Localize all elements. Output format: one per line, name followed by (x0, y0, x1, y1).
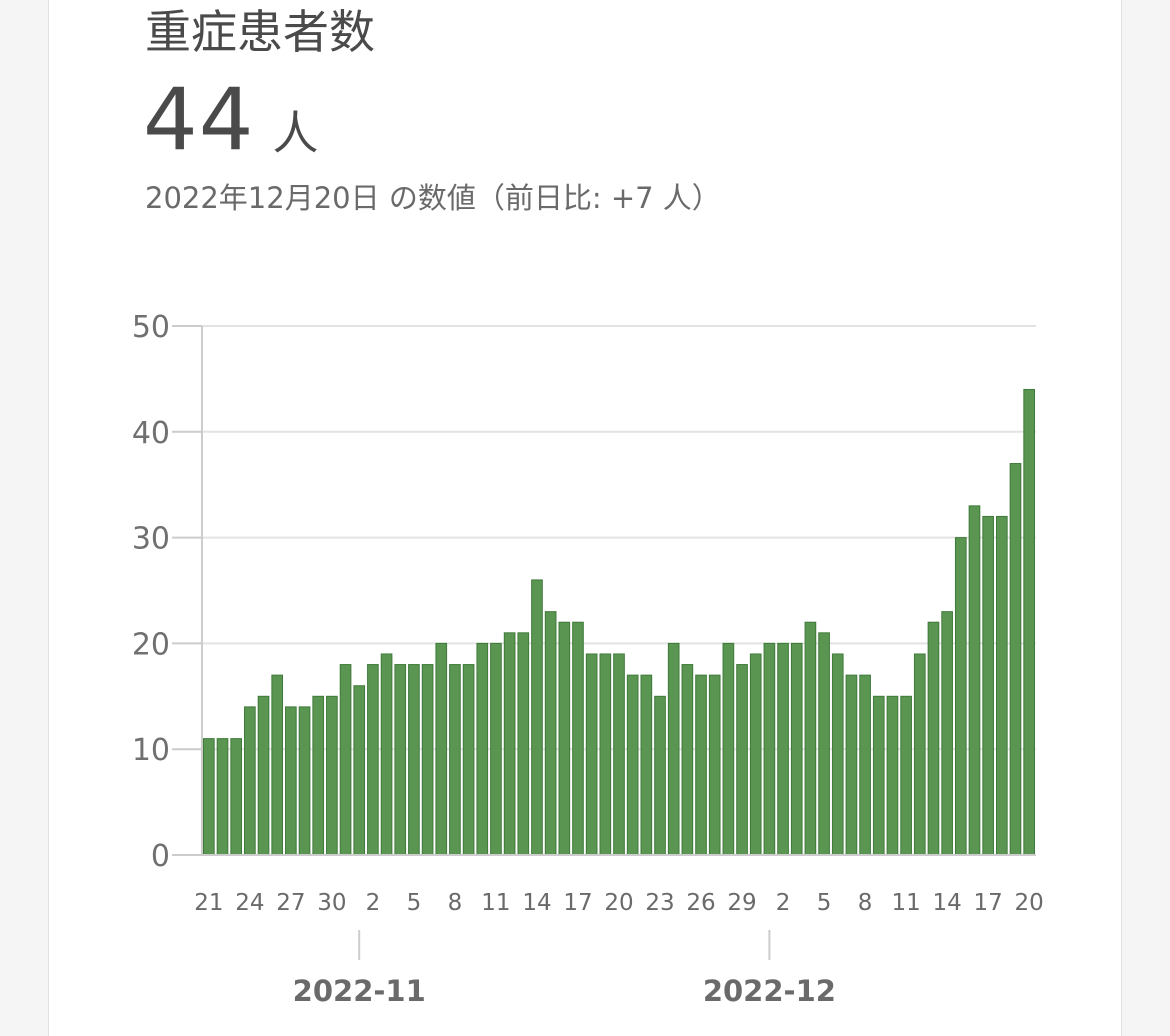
bar (708, 674, 721, 856)
y-tick-label: 30 (132, 522, 170, 557)
bar (230, 738, 243, 856)
bar (435, 642, 448, 856)
bar (667, 642, 680, 856)
bar (462, 664, 475, 856)
bar (995, 515, 1008, 856)
current-value-number: 44 (143, 70, 255, 170)
x-tick-label: 11 (891, 890, 920, 916)
bar (900, 695, 912, 856)
x-tick-label: 23 (645, 890, 674, 916)
bar (1023, 388, 1035, 856)
bar (271, 674, 284, 856)
y-tick-label: 50 (132, 310, 170, 345)
x-tick-label: 29 (727, 890, 756, 916)
x-tick-label: 2 (366, 890, 381, 916)
x-tick-label: 11 (481, 890, 510, 916)
x-tick-label: 8 (858, 890, 873, 916)
bar (216, 738, 229, 856)
y-tick-label: 10 (132, 733, 170, 768)
bar (544, 611, 557, 856)
month-label: 2022-11 (293, 974, 426, 1008)
bar (326, 695, 338, 856)
x-tick-label: 17 (563, 890, 592, 916)
bar (777, 642, 789, 856)
bar (941, 611, 953, 856)
bar (353, 685, 366, 856)
bar (968, 505, 981, 856)
bar (244, 706, 256, 856)
x-tick-label: 14 (932, 890, 961, 916)
bar (558, 621, 571, 856)
bar (859, 674, 871, 856)
x-tick-label: 17 (974, 890, 1003, 916)
bar (681, 664, 694, 856)
bar (1009, 463, 1022, 856)
y-tick-label: 0 (151, 839, 170, 874)
bar (654, 695, 666, 856)
bar (408, 664, 420, 856)
bar (339, 664, 352, 856)
bar (913, 653, 926, 856)
value-date-subtitle: 2022年12月20日 の数値（前日比: +7 人） (145, 181, 721, 215)
bar (763, 642, 776, 856)
bar (613, 653, 625, 856)
bar (380, 653, 393, 856)
bar (804, 621, 817, 856)
bar (572, 621, 584, 856)
chart-card (48, 0, 1122, 1036)
bar (394, 664, 407, 856)
bar (790, 642, 803, 856)
bar (585, 653, 598, 856)
bar (203, 738, 215, 856)
bar (954, 537, 967, 856)
bar (845, 674, 858, 856)
current-value-unit: 人 (272, 106, 319, 160)
x-tick-label: 26 (686, 890, 715, 916)
bar (285, 706, 297, 856)
bar (831, 653, 844, 856)
bar (531, 579, 543, 856)
bar (722, 642, 735, 856)
x-tick-label: 24 (235, 890, 264, 916)
bar (421, 664, 434, 856)
bar (626, 674, 639, 856)
x-tick-label: 21 (194, 890, 223, 916)
bar (736, 664, 748, 856)
x-tick-label: 20 (1015, 890, 1044, 916)
current-value: 44 人 (143, 72, 318, 168)
x-tick-label: 2 (776, 890, 791, 916)
bar (490, 642, 502, 856)
bar (449, 664, 461, 856)
y-tick-label: 40 (132, 416, 170, 451)
x-tick-label: 27 (276, 890, 305, 916)
bar (476, 642, 489, 856)
bar (640, 674, 653, 856)
y-tick-label: 20 (132, 627, 170, 662)
bar (257, 695, 270, 856)
bar (517, 632, 530, 856)
bar (749, 653, 762, 856)
bar (982, 515, 994, 856)
page-title: 重症患者数 (145, 5, 375, 59)
x-tick-label: 30 (317, 890, 346, 916)
bar (695, 674, 707, 856)
bar (927, 621, 940, 856)
x-tick-label: 8 (448, 890, 463, 916)
x-tick-label: 5 (817, 890, 832, 916)
month-label: 2022-12 (703, 974, 836, 1008)
x-tick-label: 14 (522, 890, 551, 916)
bar (872, 695, 885, 856)
x-tick-label: 5 (407, 890, 422, 916)
bar (367, 664, 379, 856)
bar (818, 632, 830, 856)
bar (503, 632, 516, 856)
bar (886, 695, 899, 856)
bar (599, 653, 612, 856)
bar (312, 695, 325, 856)
x-tick-label: 20 (604, 890, 633, 916)
bar (298, 706, 311, 856)
